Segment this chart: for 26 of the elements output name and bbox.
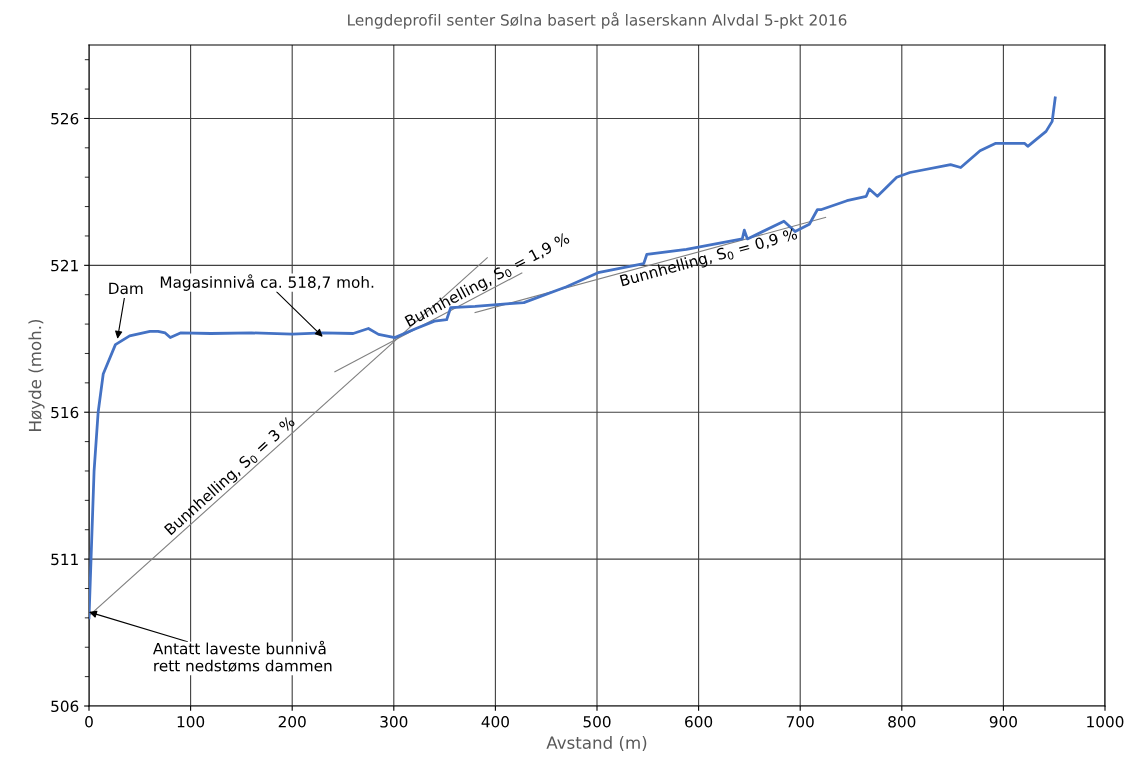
y-tick-label: 516 xyxy=(51,406,79,419)
x-tick-label: 200 xyxy=(278,715,306,728)
annotation: Magasinnivå ca. 518,7 moh. xyxy=(160,274,374,291)
x-tick-label: 0 xyxy=(85,715,93,728)
annotation: Bunnhelling, S$_{0}$ = 0,9 % xyxy=(619,227,799,290)
x-tick-label: 500 xyxy=(583,715,611,728)
x-axis-title: Avstand (m) xyxy=(546,736,647,751)
x-tick-label: 100 xyxy=(177,715,205,728)
y-tick-label: 506 xyxy=(51,700,79,713)
annotation: Bunnhelling, S$_{0}$ = 1,9 % xyxy=(404,231,572,330)
y-tick-label: 526 xyxy=(51,112,79,125)
x-tick-label: 1000 xyxy=(1087,715,1124,728)
annotation: Bunnhelling, S$_{0}$ = 3 % xyxy=(163,415,298,538)
annotation: Antatt laveste bunnivå rett nedstøms dammen xyxy=(153,640,332,672)
chart-title: Lengdeprofil senter Sølna basert på laserskann Alvdal 5-pkt 2016 xyxy=(348,12,847,29)
annotation: Dam xyxy=(109,282,143,295)
x-tick-label: 800 xyxy=(888,715,916,728)
x-tick-label: 600 xyxy=(685,715,713,728)
x-tick-label: 300 xyxy=(380,715,408,728)
y-tick-label: 511 xyxy=(51,553,78,566)
y-axis-title: Høyde (moh.) xyxy=(28,319,45,431)
y-tick-label: 521 xyxy=(51,259,78,272)
x-tick-label: 400 xyxy=(481,715,509,728)
x-tick-label: 900 xyxy=(989,715,1017,728)
x-tick-label: 700 xyxy=(786,715,814,728)
line-series xyxy=(89,96,1057,620)
